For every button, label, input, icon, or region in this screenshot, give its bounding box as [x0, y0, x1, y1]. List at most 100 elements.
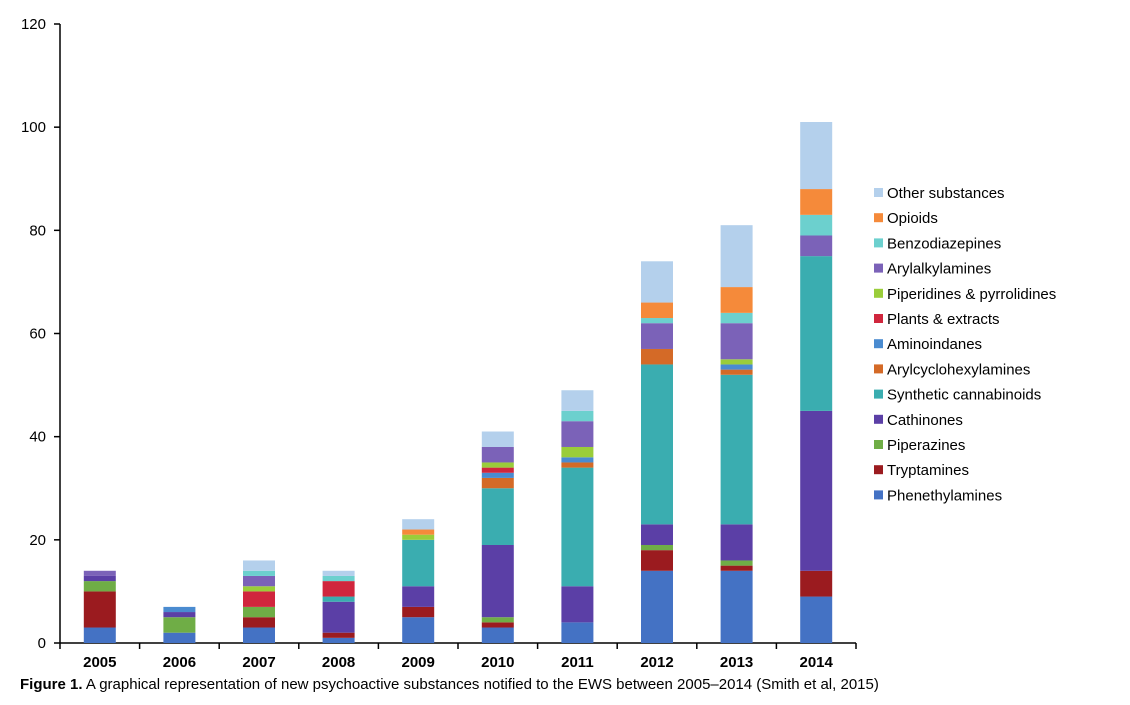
y-tick-label: 100	[21, 119, 46, 136]
bar-segment	[402, 617, 435, 643]
bar-segment	[322, 601, 355, 633]
bar-segment	[481, 477, 514, 489]
bar-segment	[720, 225, 753, 288]
bar-segment	[720, 565, 753, 571]
bar-segment	[322, 581, 355, 597]
y-tick-label: 0	[38, 635, 46, 652]
bar-segment	[402, 539, 435, 587]
bar-segment	[243, 591, 275, 607]
bar-segment	[322, 632, 355, 638]
bar-segment	[641, 550, 673, 571]
bar-segment	[720, 560, 753, 566]
y-tick-label: 40	[29, 429, 46, 446]
bar-segment	[481, 627, 514, 643]
x-axis: 2005 2006 2007 2008 2009 2010 2011 2012 2013 2014	[59, 642, 857, 671]
legend: Other substances Opioids Benzodiazepines Ar…	[874, 185, 1056, 504]
legend-label: Aminoindanes	[887, 336, 982, 353]
legend-swatch	[874, 314, 883, 323]
bar-segment	[481, 622, 514, 628]
legend-label: Arylcyclohexylamines	[887, 361, 1030, 378]
legend-label: Cathinones	[887, 412, 963, 429]
bar-segment	[402, 529, 435, 535]
bar-segment	[720, 359, 753, 365]
bar-segment	[561, 586, 594, 623]
legend-label: Benzodiazepines	[887, 235, 1001, 252]
caption-text: A graphical representation of new psycho…	[82, 676, 879, 693]
legend-swatch	[874, 364, 883, 374]
bar-segment	[402, 519, 435, 530]
legend-label: Tryptamines	[887, 462, 969, 479]
bar-segment	[720, 524, 753, 561]
bar-segment	[322, 570, 355, 576]
bar-segment	[561, 446, 594, 458]
bar-segment	[481, 617, 514, 623]
legend-label: Other substances	[887, 185, 1005, 202]
bar-segment	[641, 323, 673, 349]
bar-segment	[800, 189, 833, 215]
legend-swatch	[874, 440, 883, 449]
x-tick-label: 2006	[163, 654, 196, 671]
bar-segment	[402, 534, 435, 540]
bar-segment	[800, 570, 833, 597]
bar-segment	[322, 596, 355, 602]
bar-segment	[163, 632, 196, 643]
bar-segment	[243, 627, 275, 643]
bar-segment	[163, 612, 196, 618]
bar-segment	[641, 570, 673, 643]
bar-segment	[243, 586, 275, 592]
bar-segment	[561, 467, 594, 587]
legend-swatch	[874, 288, 883, 298]
legend-swatch	[874, 465, 883, 475]
bar-segment	[243, 606, 275, 618]
bar-segment	[800, 214, 833, 236]
y-tick-label: 60	[29, 326, 46, 343]
y-axis: 0 20 40 60 80 100 120	[21, 16, 61, 652]
legend-swatch	[874, 389, 883, 399]
bar-segment	[641, 544, 673, 551]
y-tick-label: 20	[29, 532, 46, 549]
bar-segment	[561, 410, 594, 422]
caption-label: Figure 1.	[20, 676, 83, 693]
bar-segment	[720, 323, 753, 360]
bar-segment	[641, 348, 673, 365]
legend-label: Synthetic cannabinoids	[887, 387, 1041, 404]
legend-label: Arylalkylamines	[887, 261, 991, 278]
y-tick-label: 120	[21, 16, 46, 33]
legend-swatch	[874, 414, 883, 424]
bar-segment	[83, 581, 116, 592]
legend-swatch	[874, 188, 883, 197]
bar-segment	[720, 374, 753, 525]
bars	[83, 122, 833, 643]
bar-segment	[561, 421, 594, 447]
bar-segment	[83, 627, 116, 643]
bar-segment	[641, 302, 673, 319]
x-tick-label: 2010	[481, 654, 514, 671]
legend-swatch	[874, 213, 883, 223]
bar-segment	[481, 544, 514, 618]
bar-segment	[481, 467, 514, 473]
legend-label: Plants & extracts	[887, 311, 1000, 328]
bar-segment	[402, 606, 435, 618]
legend-label: Piperidines & pyrrolidines	[887, 286, 1056, 303]
legend-swatch	[874, 339, 883, 349]
bar-segment	[641, 524, 673, 545]
y-tick-label: 80	[29, 222, 46, 239]
legend-label: Phenethylamines	[887, 487, 1002, 504]
x-tick-label: 2009	[402, 654, 435, 671]
bar-segment	[561, 462, 594, 468]
bar-segment	[481, 462, 514, 468]
bar-segment	[641, 364, 673, 525]
bar-segment	[720, 312, 753, 324]
bar-segment	[481, 488, 514, 545]
legend-label: Opioids	[887, 210, 938, 227]
x-tick-label: 2007	[242, 654, 275, 671]
bar-segment	[83, 575, 116, 582]
bar-segment	[561, 622, 594, 643]
bar-segment	[720, 570, 753, 643]
bar-segment	[800, 410, 833, 571]
x-tick-label: 2011	[561, 654, 594, 671]
bar-segment	[243, 560, 275, 571]
bar-segment	[243, 617, 275, 628]
bar-segment	[163, 617, 196, 633]
